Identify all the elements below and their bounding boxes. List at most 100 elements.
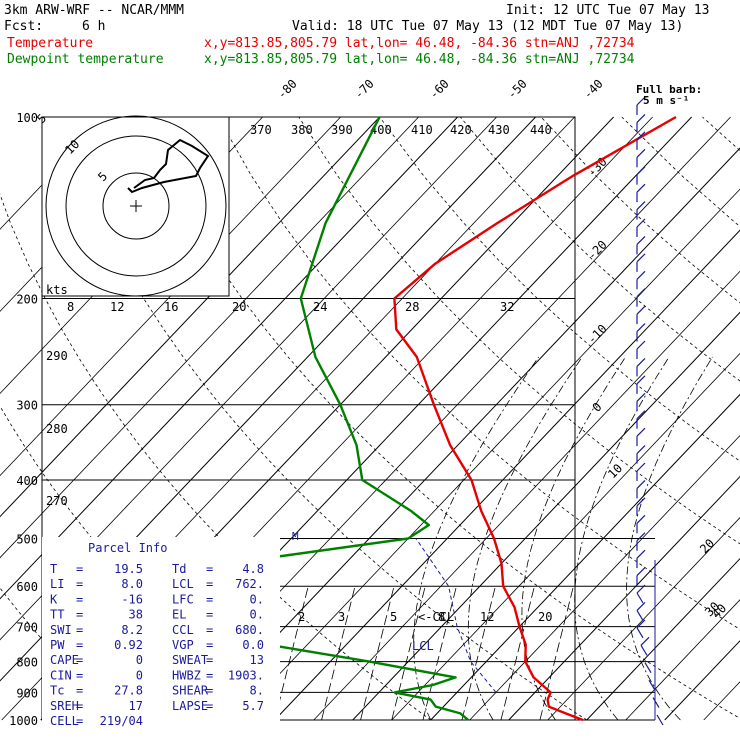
legend-dewpoint-info: x,y=813.85,805.79 lat,lon= 46.48, -84.36… — [204, 52, 635, 67]
wind-barb-flag — [636, 114, 646, 123]
parcel-info-cell: CCL — [172, 623, 194, 637]
isotherm-line-minor — [703, 681, 740, 721]
wind-barb-flag — [640, 636, 650, 646]
mixing-ratio-line — [461, 586, 496, 721]
wind-barb-flag — [636, 392, 646, 402]
temperature-curve — [393, 115, 677, 722]
pressure-tick-label: 1000 — [9, 714, 38, 728]
mixing-ratio-label-top: 12 — [110, 300, 124, 314]
mixing-ratio-label-bottom: 5 — [390, 610, 397, 624]
lcl-annotation: LCL — [412, 639, 434, 653]
wind-barb-flag — [636, 358, 646, 367]
parcel-info-cell: TT — [50, 608, 64, 622]
legend-temperature: Temperature — [7, 36, 93, 51]
parcel-info-cell: 38 — [129, 608, 143, 622]
pressure-tick-label: 900 — [16, 686, 38, 700]
temperature-tick-label: -10 — [585, 322, 610, 347]
parcel-info-cell: 8.0 — [121, 577, 143, 591]
chart-header: 3km ARW-WRF -- NCAR/MMM Init: 12 UTC Tue… — [4, 3, 710, 67]
legend-dewpoint: Dewpoint temperature — [7, 52, 164, 67]
forecast-label: Fcst: — [4, 19, 43, 34]
parcel-info-cell: = — [76, 562, 83, 576]
parcel-info-cell: = — [76, 699, 83, 713]
isotherm-line — [0, 116, 458, 600]
theta-label: 290 — [46, 349, 68, 363]
parcel-info-cell: SWEAT — [172, 653, 208, 667]
parcel-info-cell: -16 — [121, 592, 143, 606]
parcel-info-cell: 19.5 — [114, 562, 143, 576]
parcel-info-cell: = — [206, 638, 213, 652]
parcel-info-cell: = — [76, 668, 83, 682]
wind-barb-shaft — [636, 592, 644, 604]
hodograph-ring — [45, 115, 227, 297]
parcel-info-cell: Td — [172, 562, 186, 576]
parcel-info-cell: 0 — [136, 668, 143, 682]
wind-barb-flag — [636, 497, 646, 507]
wind-barb-flag — [636, 340, 646, 350]
isotherm-line-minor — [0, 116, 419, 559]
temperature-tick-label: -70 — [352, 77, 377, 102]
parcel-info-cell: 13 — [250, 653, 264, 667]
isotherm-line — [586, 557, 740, 721]
dry-adiabat — [379, 116, 740, 462]
wind-barb-flag — [636, 218, 646, 228]
theta-label: 390 — [331, 123, 353, 137]
parcel-info-cell: LFC — [172, 592, 194, 606]
wind-barb-shaft — [656, 714, 664, 726]
mixing-ratio-label-top: 32 — [500, 300, 514, 314]
parcel-info-cell: 0. — [250, 608, 264, 622]
parcel-info-cell: = — [206, 653, 213, 667]
wind-barb-flag — [636, 514, 646, 524]
wind-barb-flag — [636, 567, 646, 576]
isotherm-line — [196, 147, 740, 721]
hodograph-ring — [65, 135, 207, 277]
parcel-info-cell: = — [206, 668, 213, 682]
wind-barb-flag — [636, 549, 646, 559]
parcel-info-cell: = — [206, 684, 213, 698]
moist-adiabat — [521, 356, 626, 721]
parcel-info-title: Parcel Info — [88, 541, 167, 555]
pressure-axis: 100 200 300 400 500 600 700 800 900 1000 — [9, 111, 38, 728]
parcel-info-cell: 0 — [136, 653, 143, 667]
pressure-tick-label: 200 — [16, 293, 38, 307]
init-time: Init: 12 UTC Tue 07 May 13 — [506, 3, 710, 18]
parcel-info-cell: VGP — [172, 638, 194, 652]
parcel-path — [415, 538, 497, 693]
wind-barb-shaft — [648, 679, 656, 691]
pressure-tick-label: 700 — [16, 621, 38, 635]
wind-barb-flag — [636, 602, 646, 611]
hodograph-units-label: kts — [46, 283, 68, 297]
wind-barb-flag — [636, 131, 646, 141]
isotherm-line-minor — [0, 116, 107, 230]
legend-temperature-info: x,y=813.85,805.79 lat,lon= 46.48, -84.36… — [204, 36, 635, 51]
pressure-tick-label: 300 — [16, 399, 38, 413]
theta-label: 430 — [488, 123, 510, 137]
theta-label: 410 — [411, 123, 433, 137]
parcel-info-cell: T — [50, 562, 57, 576]
isotherm-line-minor — [625, 599, 740, 721]
pressure-tick-label: 500 — [16, 532, 38, 546]
wind-barb-flag — [636, 462, 646, 472]
parcel-info-cell: K — [50, 592, 58, 606]
parcel-info-cell: Tc — [50, 684, 64, 698]
temperature-tick-label: -40 — [581, 77, 606, 102]
isotherm-line — [0, 116, 380, 518]
parcel-info-cell: = — [206, 592, 213, 606]
mixing-ratio-label-top: 8 — [67, 300, 74, 314]
parcel-info-cell: = — [76, 623, 83, 637]
parcel-info-cell: = — [76, 608, 83, 622]
mixing-ratio-line — [500, 586, 535, 721]
theta-label: 370 — [250, 123, 272, 137]
isotherm-line-minor — [235, 188, 740, 721]
wind-barb-flag — [636, 96, 646, 106]
parcel-info-cell: = — [76, 684, 83, 698]
parcel-info-cell: 4.8 — [242, 562, 264, 576]
parcel-info-cell: 762. — [235, 577, 264, 591]
parcel-info-cell: LCL — [172, 577, 194, 591]
parcel-info-cell: = — [76, 714, 83, 728]
isotherm-line-minor — [0, 116, 341, 477]
mixing-ratio-line — [391, 586, 426, 721]
dry-adiabat — [540, 116, 740, 304]
model-title: 3km ARW-WRF -- NCAR/MMM — [4, 3, 184, 18]
